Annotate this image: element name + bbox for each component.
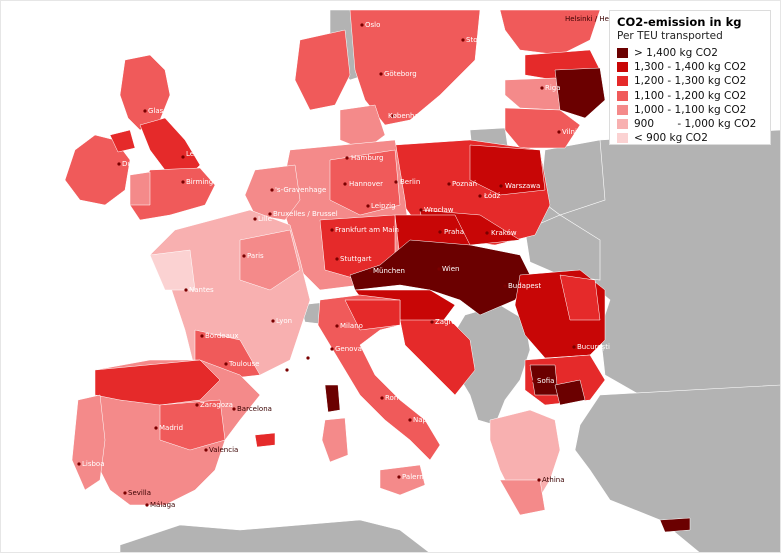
non-study-land bbox=[119, 9, 781, 553]
city-label: Stuttgart bbox=[340, 255, 372, 263]
city-label: Helsinki / Helsingfors bbox=[565, 15, 639, 23]
legend-label: 1,100 - 1,200 kg CO2 bbox=[634, 89, 747, 102]
legend-label: 1,200 - 1,300 kg CO2 bbox=[634, 75, 747, 88]
city-label: Birmingham bbox=[186, 178, 229, 186]
city-label: Athina bbox=[542, 476, 565, 484]
city-label: Vilnius bbox=[562, 128, 585, 136]
city-label: Lille bbox=[258, 215, 272, 223]
city-label: Valencia bbox=[209, 446, 238, 454]
city-label: Łódź bbox=[483, 192, 501, 200]
city-label: Lyon bbox=[276, 317, 292, 325]
study-regions bbox=[64, 9, 691, 533]
legend-label: 900 - 1,000 kg CO2 bbox=[634, 118, 757, 131]
city-label: Frankfurt am Main bbox=[335, 226, 399, 234]
city-label: Madrid bbox=[159, 424, 183, 432]
city-label: Paris bbox=[247, 252, 264, 260]
legend-row: > 1,400 kg CO2 bbox=[617, 46, 764, 60]
legend-swatch bbox=[617, 62, 628, 73]
city-label: Poznań bbox=[452, 180, 477, 188]
city-label: Barcelona bbox=[237, 405, 272, 413]
legend-label: 1,000 - 1,100 kg CO2 bbox=[634, 103, 747, 116]
city-label: Zagreb bbox=[435, 318, 461, 326]
city-label: Praha bbox=[444, 228, 464, 236]
legend-swatch bbox=[617, 104, 628, 115]
city-label: Málaga bbox=[150, 501, 175, 509]
city-labels: Oslo Stockholm Helsinki / Helsingfors Gö… bbox=[82, 15, 639, 509]
city-label: Nantes bbox=[189, 286, 214, 294]
legend-label: < 900 kg CO2 bbox=[634, 132, 708, 145]
city-label: Dublin bbox=[122, 160, 145, 168]
city-label: Leipzig bbox=[371, 202, 396, 210]
city-label: Nice bbox=[311, 354, 326, 362]
legend-swatch bbox=[617, 133, 628, 144]
city-label: Warszawa bbox=[505, 182, 540, 190]
legend-swatch bbox=[617, 90, 628, 101]
city-label: Toulouse bbox=[228, 360, 259, 368]
city-markers bbox=[77, 23, 576, 507]
city-label: București bbox=[577, 343, 610, 351]
legend-subtitle: Per TEU transported bbox=[617, 30, 723, 42]
legend-label: 1,300 - 1,400 kg CO2 bbox=[634, 61, 747, 74]
city-label: København bbox=[388, 112, 427, 120]
legend-row: 1,000 - 1,100 kg CO2 bbox=[617, 103, 764, 117]
legend-swatch bbox=[617, 119, 628, 130]
city-label: Hamburg bbox=[351, 154, 383, 162]
city-label: Berlin bbox=[400, 178, 420, 186]
city-label: Roma bbox=[385, 394, 405, 402]
city-label: Hannover bbox=[349, 180, 383, 188]
legend-row: < 900 kg CO2 bbox=[617, 131, 764, 145]
city-label: 's-Gravenhage bbox=[275, 186, 326, 194]
legend-label: > 1,400 kg CO2 bbox=[634, 47, 718, 60]
map-legend: CO2-emission in kg Per TEU transported >… bbox=[609, 10, 771, 145]
legend-row: 900 - 1,000 kg CO2 bbox=[617, 117, 764, 131]
city-label: Stockholm bbox=[466, 36, 503, 44]
city-label: Palermo bbox=[402, 473, 430, 481]
city-label: Napoli bbox=[413, 416, 435, 424]
city-label: München bbox=[373, 267, 405, 275]
city-label: Lisboa bbox=[82, 460, 105, 468]
city-label: Glasgow bbox=[148, 107, 178, 115]
city-label: Milano bbox=[340, 322, 363, 330]
city-label: Sevilla bbox=[128, 489, 151, 497]
legend-row: 1,100 - 1,200 kg CO2 bbox=[617, 89, 764, 103]
legend-swatch bbox=[617, 76, 628, 87]
city-label: Göteborg bbox=[384, 70, 417, 78]
legend-title: CO2-emission in kg bbox=[617, 15, 742, 29]
city-label: Marseille bbox=[290, 366, 321, 374]
legend-row: 1,300 - 1,400 kg CO2 bbox=[617, 60, 764, 74]
legend-swatch bbox=[617, 48, 628, 59]
city-label: Budapest bbox=[508, 282, 541, 290]
city-label: Oslo bbox=[365, 21, 380, 29]
city-label: Genova bbox=[335, 345, 362, 353]
city-label: Zaragoza bbox=[200, 401, 233, 409]
city-label: Bordeaux bbox=[205, 332, 238, 340]
city-label: Wien bbox=[442, 265, 459, 273]
city-label: Kraków bbox=[491, 229, 517, 237]
city-label: Leeds bbox=[186, 150, 207, 158]
legend-row: 1,200 - 1,300 kg CO2 bbox=[617, 74, 764, 88]
city-label: Wrocław bbox=[424, 206, 454, 214]
city-label: Bruxelles / Brussel bbox=[273, 210, 338, 218]
city-label: Riga bbox=[545, 84, 561, 92]
city-label: Sofia bbox=[537, 377, 554, 385]
